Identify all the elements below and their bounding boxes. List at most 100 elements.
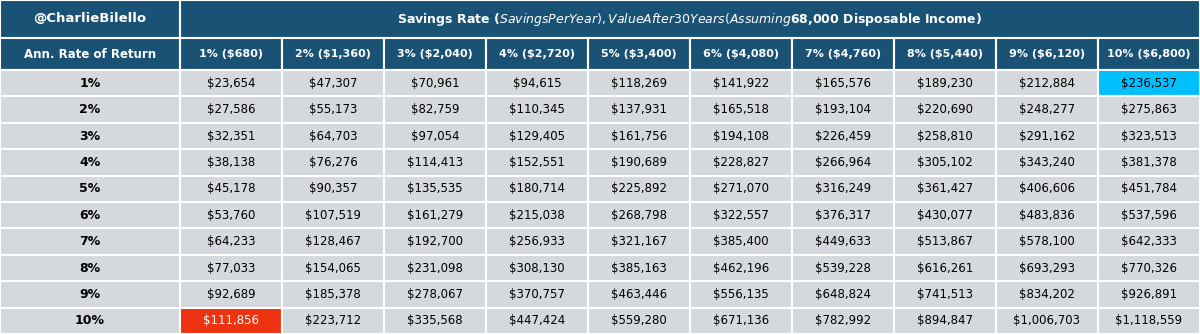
- Text: $94,615: $94,615: [512, 77, 562, 90]
- Bar: [690, 176, 792, 202]
- Text: 3% ($2,040): 3% ($2,040): [397, 49, 473, 59]
- Text: $228,827: $228,827: [713, 156, 769, 169]
- Text: $129,405: $129,405: [509, 130, 565, 143]
- Text: $305,102: $305,102: [917, 156, 973, 169]
- Bar: [282, 176, 384, 202]
- Text: $693,293: $693,293: [1019, 262, 1075, 275]
- Text: $406,606: $406,606: [1019, 182, 1075, 195]
- Bar: [1098, 70, 1200, 97]
- Bar: [894, 176, 996, 202]
- Bar: [894, 149, 996, 176]
- Text: $926,891: $926,891: [1121, 288, 1177, 301]
- Text: 9% ($6,120): 9% ($6,120): [1009, 49, 1085, 59]
- Text: $90,357: $90,357: [308, 182, 358, 195]
- Text: $55,173: $55,173: [308, 103, 358, 116]
- Bar: [792, 228, 894, 255]
- Text: $556,135: $556,135: [713, 288, 769, 301]
- Text: $70,961: $70,961: [410, 77, 460, 90]
- Bar: [588, 255, 690, 281]
- Text: $111,856: $111,856: [203, 314, 259, 327]
- Bar: [0, 149, 180, 176]
- Text: $430,077: $430,077: [917, 209, 973, 222]
- Bar: [894, 70, 996, 97]
- Bar: [384, 202, 486, 228]
- Bar: [588, 97, 690, 123]
- Text: $275,863: $275,863: [1121, 103, 1177, 116]
- Text: $110,345: $110,345: [509, 103, 565, 116]
- Text: $370,757: $370,757: [509, 288, 565, 301]
- Text: $268,798: $268,798: [611, 209, 667, 222]
- Text: $343,240: $343,240: [1019, 156, 1075, 169]
- Text: $671,136: $671,136: [713, 314, 769, 327]
- Bar: [1098, 123, 1200, 149]
- Bar: [282, 123, 384, 149]
- Bar: [384, 70, 486, 97]
- Bar: [180, 0, 1200, 38]
- Bar: [384, 97, 486, 123]
- Text: 5% ($3,400): 5% ($3,400): [601, 49, 677, 59]
- Text: $76,276: $76,276: [308, 156, 358, 169]
- Text: 7% ($4,760): 7% ($4,760): [805, 49, 881, 59]
- Text: $256,933: $256,933: [509, 235, 565, 248]
- Text: $107,519: $107,519: [305, 209, 361, 222]
- Text: $223,712: $223,712: [305, 314, 361, 327]
- Bar: [894, 308, 996, 334]
- Text: $185,378: $185,378: [305, 288, 361, 301]
- Bar: [1098, 97, 1200, 123]
- Text: $165,576: $165,576: [815, 77, 871, 90]
- Bar: [0, 202, 180, 228]
- Text: $215,038: $215,038: [509, 209, 565, 222]
- Text: $161,756: $161,756: [611, 130, 667, 143]
- Bar: [996, 202, 1098, 228]
- Text: Ann. Rate of Return: Ann. Rate of Return: [24, 47, 156, 60]
- Text: @CharlieBilello: @CharlieBilello: [34, 12, 146, 25]
- Text: Savings Rate ($ Savings Per Year), Value After 30 Years (Assuming $68,000 Dispos: Savings Rate ($ Savings Per Year), Value…: [397, 10, 983, 27]
- Bar: [792, 308, 894, 334]
- Text: 6% ($4,080): 6% ($4,080): [703, 49, 779, 59]
- Text: $231,098: $231,098: [407, 262, 463, 275]
- Bar: [180, 38, 282, 70]
- Text: $894,847: $894,847: [917, 314, 973, 327]
- Text: $180,714: $180,714: [509, 182, 565, 195]
- Bar: [282, 38, 384, 70]
- Bar: [486, 176, 588, 202]
- Text: $38,138: $38,138: [206, 156, 256, 169]
- Bar: [282, 308, 384, 334]
- Bar: [1098, 228, 1200, 255]
- Text: $114,413: $114,413: [407, 156, 463, 169]
- Text: $194,108: $194,108: [713, 130, 769, 143]
- Bar: [996, 228, 1098, 255]
- Text: $483,836: $483,836: [1019, 209, 1075, 222]
- Bar: [588, 281, 690, 308]
- Bar: [996, 308, 1098, 334]
- Bar: [282, 255, 384, 281]
- Text: $141,922: $141,922: [713, 77, 769, 90]
- Text: $236,537: $236,537: [1121, 77, 1177, 90]
- Text: $190,689: $190,689: [611, 156, 667, 169]
- Bar: [282, 97, 384, 123]
- Text: 8%: 8%: [79, 262, 101, 275]
- Bar: [384, 38, 486, 70]
- Bar: [282, 202, 384, 228]
- Text: $165,518: $165,518: [713, 103, 769, 116]
- Text: $834,202: $834,202: [1019, 288, 1075, 301]
- Text: $161,279: $161,279: [407, 209, 463, 222]
- Text: $462,196: $462,196: [713, 262, 769, 275]
- Text: 3%: 3%: [79, 130, 101, 143]
- Text: $154,065: $154,065: [305, 262, 361, 275]
- Bar: [384, 255, 486, 281]
- Bar: [792, 70, 894, 97]
- Bar: [0, 281, 180, 308]
- Text: $32,351: $32,351: [206, 130, 256, 143]
- Text: 5%: 5%: [79, 182, 101, 195]
- Text: $385,400: $385,400: [713, 235, 769, 248]
- Bar: [588, 176, 690, 202]
- Text: $770,326: $770,326: [1121, 262, 1177, 275]
- Text: 1%: 1%: [79, 77, 101, 90]
- Text: $1,118,559: $1,118,559: [1116, 314, 1182, 327]
- Bar: [588, 202, 690, 228]
- Text: $513,867: $513,867: [917, 235, 973, 248]
- Text: $559,280: $559,280: [611, 314, 667, 327]
- Text: 2%: 2%: [79, 103, 101, 116]
- Bar: [588, 228, 690, 255]
